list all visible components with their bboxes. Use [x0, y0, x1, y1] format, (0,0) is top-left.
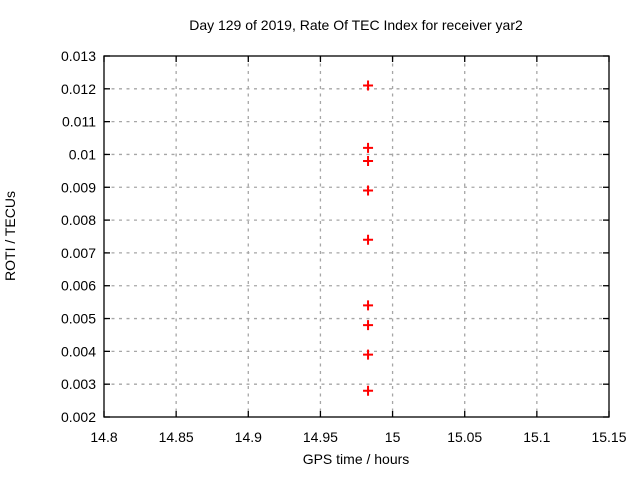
x-tick-label: 14.9: [235, 429, 262, 445]
x-tick-label: 14.85: [159, 429, 194, 445]
data-point-marker: [363, 156, 374, 167]
plot-border: [103, 55, 610, 418]
y-tick-label: 0.004: [61, 343, 96, 359]
data-point-marker: [363, 349, 374, 360]
y-tick-label: 0.007: [61, 245, 96, 261]
x-tick-label: 15.05: [447, 429, 482, 445]
data-point-marker: [363, 80, 374, 91]
y-tick-label: 0.005: [61, 311, 96, 327]
tick-label-layer: 14.8 14.85 14.9 14.95 15 15.05 15.1 15.15 0.002 0…: [61, 48, 627, 445]
data-point-marker: [363, 234, 374, 245]
x-tick-label: 14.8: [90, 429, 117, 445]
y-tick-label: 0.011: [62, 114, 96, 130]
x-tick-label: 14.95: [303, 429, 338, 445]
x-axis-label: GPS time / hours: [303, 451, 410, 467]
y-tick-label: 0.009: [61, 179, 96, 195]
data-point-marker: [363, 185, 374, 196]
y-tick-label: 0.012: [61, 81, 96, 97]
data-point-marker: [363, 320, 374, 331]
y-axis-label: ROTI / TECUs: [2, 191, 18, 281]
y-tick-label: 0.008: [61, 212, 96, 228]
y-tick-label: 0.002: [61, 409, 96, 425]
x-tick-label: 15.1: [523, 429, 550, 445]
x-tick-label: 15: [385, 429, 401, 445]
x-tick-label: 15.15: [591, 429, 626, 445]
data-point-marker: [363, 385, 374, 396]
y-tick-label: 0.013: [61, 48, 96, 64]
y-tick-label: 0.003: [61, 376, 96, 392]
chart-title: Day 129 of 2019, Rate Of TEC Index for r…: [189, 17, 523, 33]
axis-layer: [103, 55, 610, 418]
y-tick-label: 0.01: [69, 146, 96, 162]
data-points-layer: [363, 80, 374, 396]
data-point-marker: [363, 300, 374, 311]
data-point-marker: [363, 142, 374, 153]
grid-layer: [104, 56, 609, 417]
y-tick-label: 0.006: [61, 278, 96, 294]
